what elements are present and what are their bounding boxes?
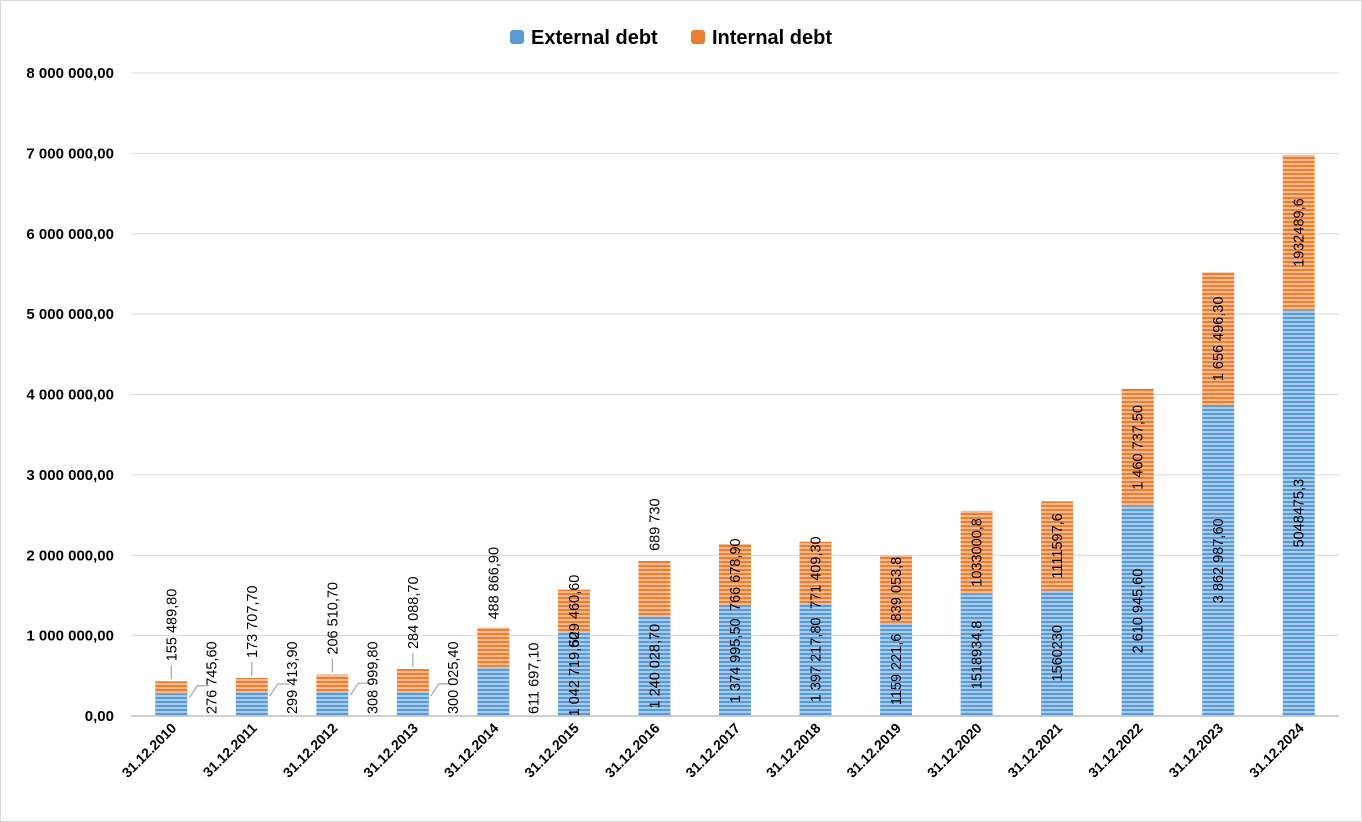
external-debt-bar bbox=[235, 691, 268, 716]
external-debt-bar bbox=[960, 593, 993, 716]
x-tick-label: 31.12.2019 bbox=[843, 720, 904, 781]
internal-debt-value-label: 206 510,70 bbox=[325, 582, 341, 655]
y-tick-label: 3 000 000,00 bbox=[26, 467, 114, 484]
internal-debt-bar bbox=[880, 555, 913, 623]
y-tick-label: 7 000 000,00 bbox=[26, 145, 114, 162]
internal-debt-value-label: 529 460,60 bbox=[567, 575, 583, 648]
external-debt-value-label: 5048475,3 bbox=[1292, 479, 1308, 548]
external-debt-value-label: 1159 221,6 bbox=[889, 634, 905, 706]
external-debt-bar bbox=[1121, 506, 1154, 716]
internal-debt-value-label: 1033000,8 bbox=[970, 518, 986, 587]
y-tick-label: 0,00 bbox=[85, 708, 114, 725]
external-debt-bar bbox=[1202, 405, 1235, 716]
y-tick-label: 4 000 000,00 bbox=[26, 387, 114, 404]
data-labels: 276 745,60 155 489,80 299 413,90 173 707,70… bbox=[164, 198, 1307, 716]
external-debt-bar bbox=[799, 603, 832, 716]
external-debt-bar bbox=[396, 691, 429, 716]
internal-debt-value-label: 284 088,70 bbox=[406, 576, 422, 649]
internal-debt-value-label: 155 489,80 bbox=[164, 589, 180, 662]
y-tick-label: 2 000 000,00 bbox=[26, 547, 114, 564]
x-tick-label: 31.12.2022 bbox=[1085, 720, 1146, 781]
leader-line bbox=[349, 682, 371, 696]
internal-debt-bar bbox=[1121, 388, 1154, 507]
y-tick-label: 5 000 000,00 bbox=[26, 306, 114, 323]
legend-label: Internal debt bbox=[712, 27, 832, 49]
x-tick-label: 31.12.2013 bbox=[360, 720, 421, 781]
leader-line bbox=[430, 683, 451, 697]
internal-debt-value-label: 1111597,6 bbox=[1050, 513, 1066, 578]
leader-lines bbox=[170, 653, 451, 699]
internal-debt-value-label: 1 656 496,30 bbox=[1211, 297, 1227, 382]
leader-line bbox=[269, 683, 290, 697]
x-tick-label: 31.12.2011 bbox=[200, 720, 260, 780]
internal-debt-bar bbox=[557, 589, 590, 633]
x-tick-label: 31.12.2012 bbox=[280, 720, 341, 781]
internal-debt-bar bbox=[155, 681, 188, 694]
external-debt-value-label: 1560230 bbox=[1050, 625, 1066, 681]
external-debt-value-label: 299 413,90 bbox=[285, 641, 301, 714]
internal-debt-value-label: 689 730 bbox=[647, 498, 663, 550]
external-debt-bar bbox=[719, 605, 751, 716]
internal-debt-bar bbox=[1202, 272, 1235, 406]
external-debt-bar bbox=[557, 632, 590, 716]
legend: External debt Internal debt bbox=[510, 27, 832, 49]
internal-debt-bar bbox=[960, 510, 993, 594]
internal-debt-bar bbox=[316, 674, 349, 692]
y-tick-label: 8 000 000,00 bbox=[26, 65, 114, 82]
x-tick-label: 31.12.2016 bbox=[602, 720, 663, 781]
leader-line bbox=[188, 685, 210, 699]
external-debt-bar bbox=[1282, 310, 1315, 716]
x-tick-label: 31.12.2014 bbox=[441, 720, 502, 781]
external-debt-value-label: 2 610 945,60 bbox=[1131, 569, 1147, 654]
legend-swatch bbox=[510, 30, 524, 44]
external-debt-bar bbox=[638, 616, 671, 716]
external-debt-bar bbox=[880, 622, 913, 716]
external-debt-bar bbox=[1041, 590, 1074, 716]
internal-debt-bar bbox=[396, 669, 429, 692]
x-tick-label: 31.12.2024 bbox=[1246, 720, 1307, 781]
internal-debt-value-label: 488 866,90 bbox=[486, 547, 502, 620]
x-tick-label: 31.12.2021 bbox=[1004, 720, 1065, 781]
external-debt-value-label: 1 397 217,80 bbox=[809, 618, 825, 703]
external-debt-bar bbox=[316, 691, 349, 716]
internal-debt-value-label: 1 460 737,50 bbox=[1131, 405, 1147, 490]
legend-label: External debt bbox=[531, 27, 658, 49]
external-debt-value-label: 1 374 995,50 bbox=[728, 618, 744, 703]
internal-debt-value-label: 1932489,6 bbox=[1292, 198, 1308, 267]
internal-debt-bar bbox=[235, 677, 268, 692]
external-debt-value-label: 300 025,40 bbox=[446, 641, 462, 714]
internal-debt-value-label: 771 409,30 bbox=[809, 536, 825, 609]
x-tick-label: 31.12.2017 bbox=[682, 720, 743, 781]
internal-debt-bar bbox=[799, 541, 832, 604]
internal-debt-bar bbox=[719, 543, 751, 606]
external-debt-value-label: 276 745,60 bbox=[205, 641, 221, 714]
gridlines bbox=[131, 72, 1339, 637]
legend-swatch bbox=[691, 30, 705, 44]
external-debt-value-label: 1518934,8 bbox=[970, 621, 986, 690]
internal-debt-value-label: 839 053,8 bbox=[889, 557, 905, 622]
external-debt-value-label: 1 042 719,60 bbox=[567, 632, 583, 717]
external-debt-value-label: 308 999,80 bbox=[366, 641, 382, 714]
external-debt-value-label: 3 862 987,60 bbox=[1211, 518, 1227, 603]
internal-debt-bar bbox=[638, 560, 671, 617]
x-tick-label: 31.12.2010 bbox=[119, 720, 180, 781]
external-debt-value-label: 611 697,10 bbox=[527, 643, 543, 715]
internal-debt-bar bbox=[477, 627, 510, 667]
internal-debt-bar bbox=[1282, 154, 1315, 311]
y-tick-label: 1 000 000,00 bbox=[26, 628, 114, 645]
internal-debt-value-label: 173 707,70 bbox=[245, 585, 261, 658]
x-tick-label: 31.12.2020 bbox=[924, 720, 985, 781]
x-tick-label: 31.12.2015 bbox=[521, 720, 582, 781]
bars bbox=[155, 154, 1315, 716]
x-tick-label: 31.12.2023 bbox=[1165, 720, 1226, 781]
external-debt-bar bbox=[155, 693, 188, 716]
external-debt-value-label: 1 240 028,70 bbox=[647, 624, 663, 709]
y-tick-label: 6 000 000,00 bbox=[26, 226, 114, 243]
x-tick-label: 31.12.2018 bbox=[763, 720, 824, 781]
internal-debt-bar bbox=[1041, 501, 1074, 591]
external-debt-bar bbox=[477, 666, 510, 716]
internal-debt-value-label: 766 678,90 bbox=[728, 538, 744, 611]
